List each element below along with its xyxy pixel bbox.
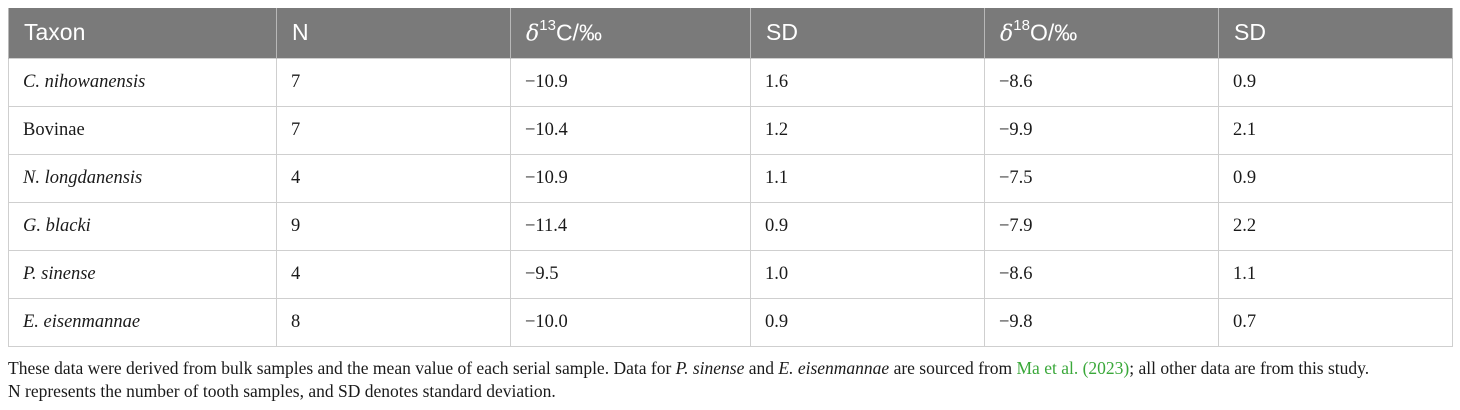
- cell-sd-carbon: 0.9: [750, 297, 985, 347]
- cell-d13c: −10.4: [510, 105, 751, 155]
- table-footnote: These data were derived from bulk sample…: [8, 357, 1458, 402]
- footnote-line-1: These data were derived from bulk sample…: [8, 357, 1458, 380]
- cell-sd-carbon: 1.0: [750, 249, 985, 299]
- header-d13c: δ13C/‰: [510, 8, 751, 58]
- table-row: G. blacki 9 −11.4 0.9 −7.9 2.2: [8, 201, 1453, 251]
- cell-d13c: −10.0: [510, 297, 751, 347]
- footnote-taxon: P. sinense: [675, 358, 745, 378]
- isotope-18-superscript: 18: [1013, 16, 1030, 34]
- table-row: N. longdanensis 4 −10.9 1.1 −7.5 0.9: [8, 153, 1453, 203]
- cell-sd-oxygen: 1.1: [1218, 249, 1453, 299]
- isotope-table: Taxon N δ13C/‰ SD δ18O/‰ SD C. nihowanen…: [8, 8, 1453, 347]
- cell-d18o: −9.9: [984, 105, 1219, 155]
- d13c-unit: C/‰: [555, 19, 602, 46]
- isotope-13-superscript: 13: [539, 16, 556, 34]
- header-row: Taxon N δ13C/‰ SD δ18O/‰ SD: [8, 8, 1453, 58]
- table-row: P. sinense 4 −9.5 1.0 −8.6 1.1: [8, 249, 1453, 299]
- footnote-text: are sourced from: [889, 358, 1017, 378]
- cell-d18o: −8.6: [984, 249, 1219, 299]
- data-table-container: Taxon N δ13C/‰ SD δ18O/‰ SD C. nihowanen…: [8, 8, 1453, 347]
- header-taxon: Taxon: [8, 8, 277, 58]
- footnote-text: and: [744, 358, 779, 378]
- cell-taxon: C. nihowanensis: [8, 57, 277, 107]
- cell-sd-oxygen: 0.9: [1218, 153, 1453, 203]
- cell-n: 4: [276, 153, 511, 203]
- d18o-unit: O/‰: [1029, 19, 1078, 46]
- footnote-text: These data were derived from bulk sample…: [8, 358, 676, 378]
- footnote-text: ; all other data are from this study.: [1129, 358, 1370, 378]
- cell-taxon: P. sinense: [8, 249, 277, 299]
- delta-symbol: δ: [526, 21, 540, 47]
- table-row: Bovinae 7 −10.4 1.2 −9.9 2.1: [8, 105, 1453, 155]
- citation-link[interactable]: Ma et al. (2023): [1016, 358, 1130, 378]
- cell-sd-carbon: 1.6: [750, 57, 985, 107]
- cell-sd-carbon: 1.1: [750, 153, 985, 203]
- cell-n: 9: [276, 201, 511, 251]
- header-n: N: [276, 8, 511, 58]
- cell-taxon: N. longdanensis: [8, 153, 277, 203]
- cell-sd-oxygen: 0.9: [1218, 57, 1453, 107]
- cell-sd-oxygen: 2.2: [1218, 201, 1453, 251]
- cell-d18o: −7.9: [984, 201, 1219, 251]
- table-row: E. eisenmannae 8 −10.0 0.9 −9.8 0.7: [8, 297, 1453, 347]
- footnote-taxon: E. eisenmannae: [778, 358, 890, 378]
- header-d18o: δ18O/‰: [984, 8, 1219, 58]
- cell-sd-carbon: 0.9: [750, 201, 985, 251]
- table-row: C. nihowanensis 7 −10.9 1.6 −8.6 0.9: [8, 57, 1453, 107]
- cell-taxon: Bovinae: [8, 105, 277, 155]
- cell-taxon: G. blacki: [8, 201, 277, 251]
- cell-n: 7: [276, 105, 511, 155]
- cell-d18o: −7.5: [984, 153, 1219, 203]
- cell-d13c: −11.4: [510, 201, 751, 251]
- delta-symbol: δ: [1000, 21, 1014, 47]
- cell-sd-carbon: 1.2: [750, 105, 985, 155]
- cell-d18o: −9.8: [984, 297, 1219, 347]
- cell-d13c: −10.9: [510, 153, 751, 203]
- cell-taxon: E. eisenmannae: [8, 297, 277, 347]
- cell-n: 7: [276, 57, 511, 107]
- header-sd-oxygen: SD: [1218, 8, 1453, 58]
- cell-sd-oxygen: 0.7: [1218, 297, 1453, 347]
- cell-d13c: −9.5: [510, 249, 751, 299]
- cell-sd-oxygen: 2.1: [1218, 105, 1453, 155]
- cell-d13c: −10.9: [510, 57, 751, 107]
- cell-n: 8: [276, 297, 511, 347]
- footnote-line-2: N represents the number of tooth samples…: [8, 380, 556, 401]
- cell-n: 4: [276, 249, 511, 299]
- header-sd-carbon: SD: [750, 8, 985, 58]
- cell-d18o: −8.6: [984, 57, 1219, 107]
